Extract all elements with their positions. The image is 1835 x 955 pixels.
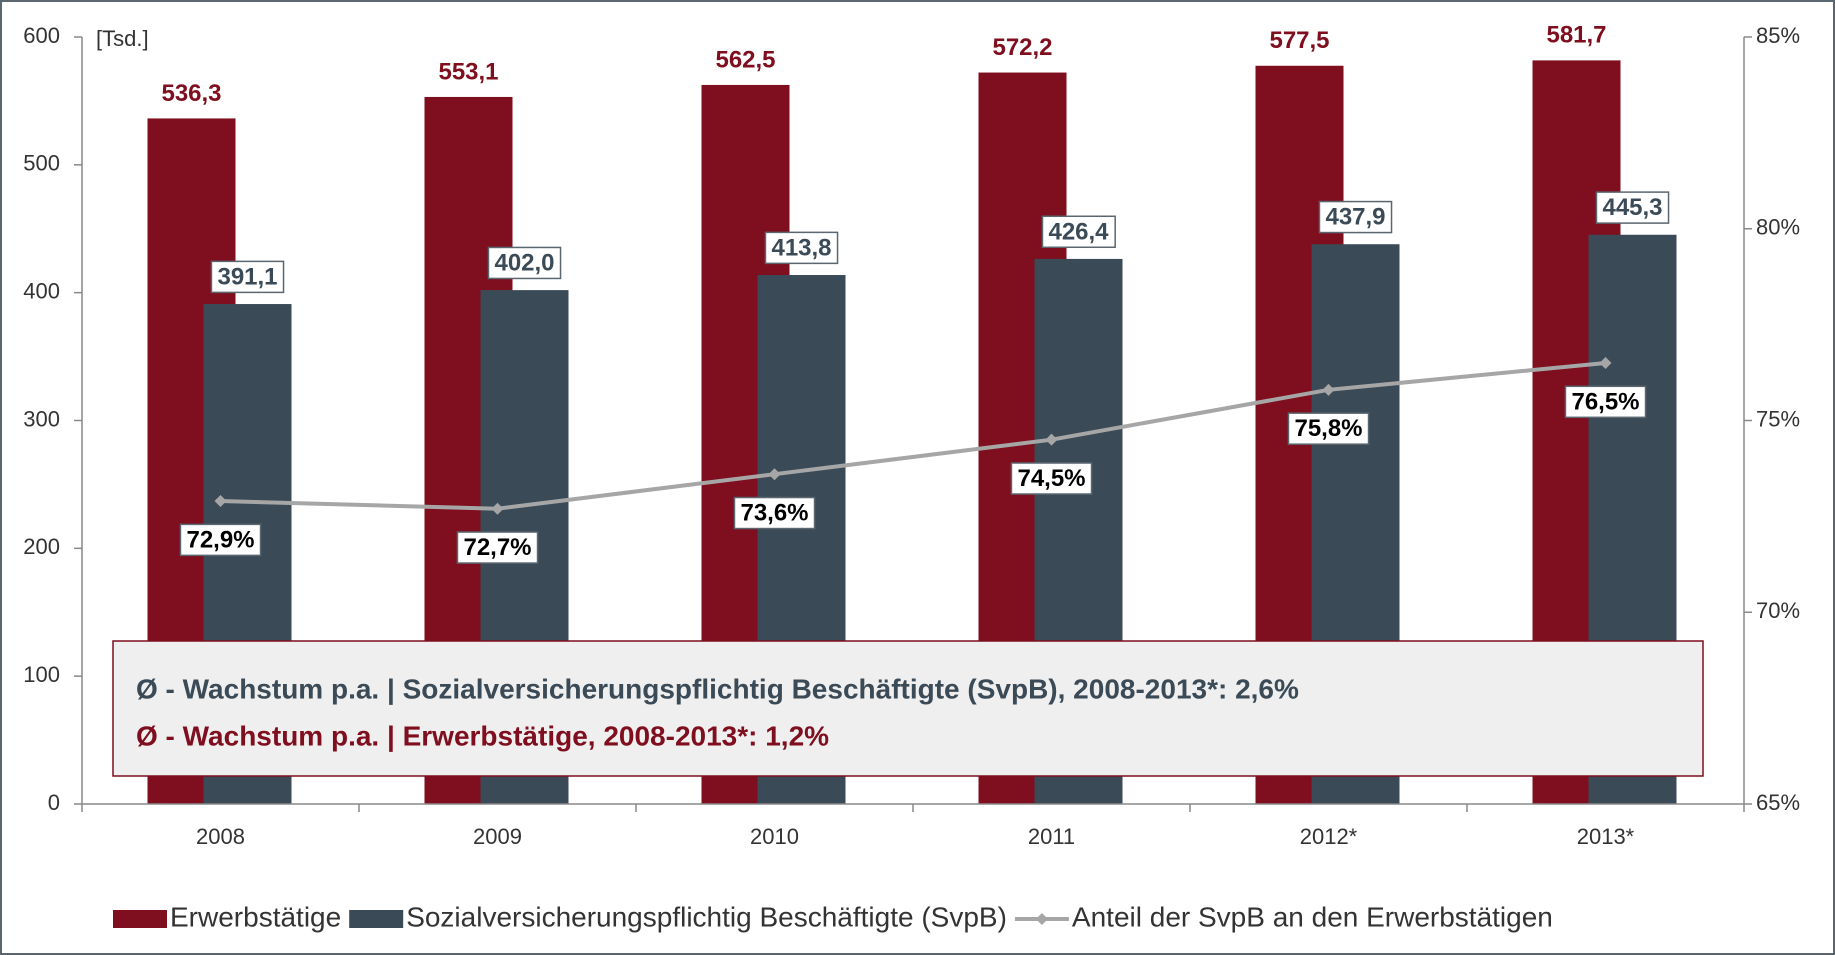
y2-tick-label: 70% — [1756, 598, 1800, 623]
y-tick-label: 600 — [23, 23, 60, 48]
line-marker — [1322, 383, 1335, 396]
y-axis-label: [Tsd.] — [96, 26, 149, 51]
data-label-box — [456, 531, 539, 564]
x-tick-label: 2012* — [1300, 824, 1358, 849]
annotation: Ø - Wachstum p.a. | Sozialversicherungsp… — [136, 673, 1299, 704]
data-label: 391,1 — [217, 263, 277, 290]
x-tick-label: 2010 — [750, 824, 799, 849]
legend: Erwerbstätige Sozialversicherungspflichti… — [113, 901, 1553, 932]
data-label-box — [1564, 385, 1647, 419]
annotation-background — [112, 640, 1704, 777]
data-label: 73,6% — [740, 500, 808, 527]
overlay: 72,9% 72,7% 73,6% 74,5% 75,8% 76,5% — [179, 356, 1647, 564]
data-label: 72,7% — [463, 534, 531, 561]
annotation-box: Ø - Wachstum p.a. | Sozialversicherungsp… — [112, 640, 1704, 777]
line-marker — [491, 502, 504, 515]
data-label: 572,2 — [992, 34, 1052, 61]
line — [220, 360, 1606, 511]
data-label: 75,8% — [1294, 415, 1362, 442]
legend-swatch — [349, 910, 404, 928]
data-label: 402,0 — [494, 249, 554, 276]
y2-tick-label: 75% — [1756, 406, 1800, 431]
data-label: 562,5 — [715, 46, 775, 73]
y2-tick-label: 85% — [1756, 23, 1800, 48]
data-label: 413,8 — [771, 234, 831, 261]
x-tick-label: 2009 — [473, 824, 522, 849]
data-label: 577,5 — [1269, 27, 1329, 54]
y-tick-label: 400 — [23, 278, 60, 303]
data-label: 76,5% — [1571, 388, 1639, 415]
x-tick-label: 2013* — [1577, 824, 1635, 849]
legend-label: Anteil der SvpB an den Erwerbstätigen — [1072, 901, 1553, 932]
legend-swatch — [113, 910, 167, 928]
data-label: 553,1 — [438, 58, 498, 85]
y2-tick-label: 65% — [1756, 790, 1800, 815]
line-marker — [768, 468, 781, 481]
y-tick-label: 500 — [23, 151, 60, 176]
line-marker — [214, 495, 227, 508]
x-tick-label: 2008 — [196, 824, 245, 849]
data-label-box — [1287, 412, 1370, 445]
data-label: 581,7 — [1546, 22, 1606, 49]
y-tick-label: 100 — [23, 662, 60, 687]
data-label-box — [1595, 191, 1670, 224]
data-label-box — [179, 523, 262, 557]
data-label-box — [764, 231, 839, 265]
x-tick-label: 2011 — [1028, 824, 1075, 849]
legend-swatch-marker — [1035, 913, 1048, 925]
legend-label: Erwerbstätige — [170, 901, 341, 932]
y-tick-label: 200 — [23, 534, 60, 559]
data-label: 536,3 — [161, 80, 221, 107]
data-label-box — [210, 260, 285, 294]
y-tick-label: 0 — [48, 790, 60, 815]
data-label: 426,4 — [1048, 218, 1109, 245]
line-marker — [1045, 433, 1058, 446]
line-marker — [1599, 356, 1612, 369]
data-label: 437,9 — [1325, 204, 1385, 231]
annotation: Ø - Wachstum p.a. | Erwerbstätige, 2008-… — [136, 720, 829, 751]
legend-label: Sozialversicherungspflichtig Beschäftigt… — [406, 901, 1007, 932]
data-label-box — [487, 246, 562, 280]
data-label-box — [1318, 200, 1393, 234]
data-label-box — [1041, 215, 1116, 249]
y2-tick-label: 80% — [1756, 215, 1800, 240]
data-label-box — [733, 496, 816, 530]
data-label: 72,9% — [186, 526, 254, 553]
data-label: 74,5% — [1017, 465, 1085, 492]
data-label: 445,3 — [1602, 194, 1662, 221]
y-tick-label: 300 — [23, 406, 60, 431]
data-label-box — [1010, 462, 1093, 495]
